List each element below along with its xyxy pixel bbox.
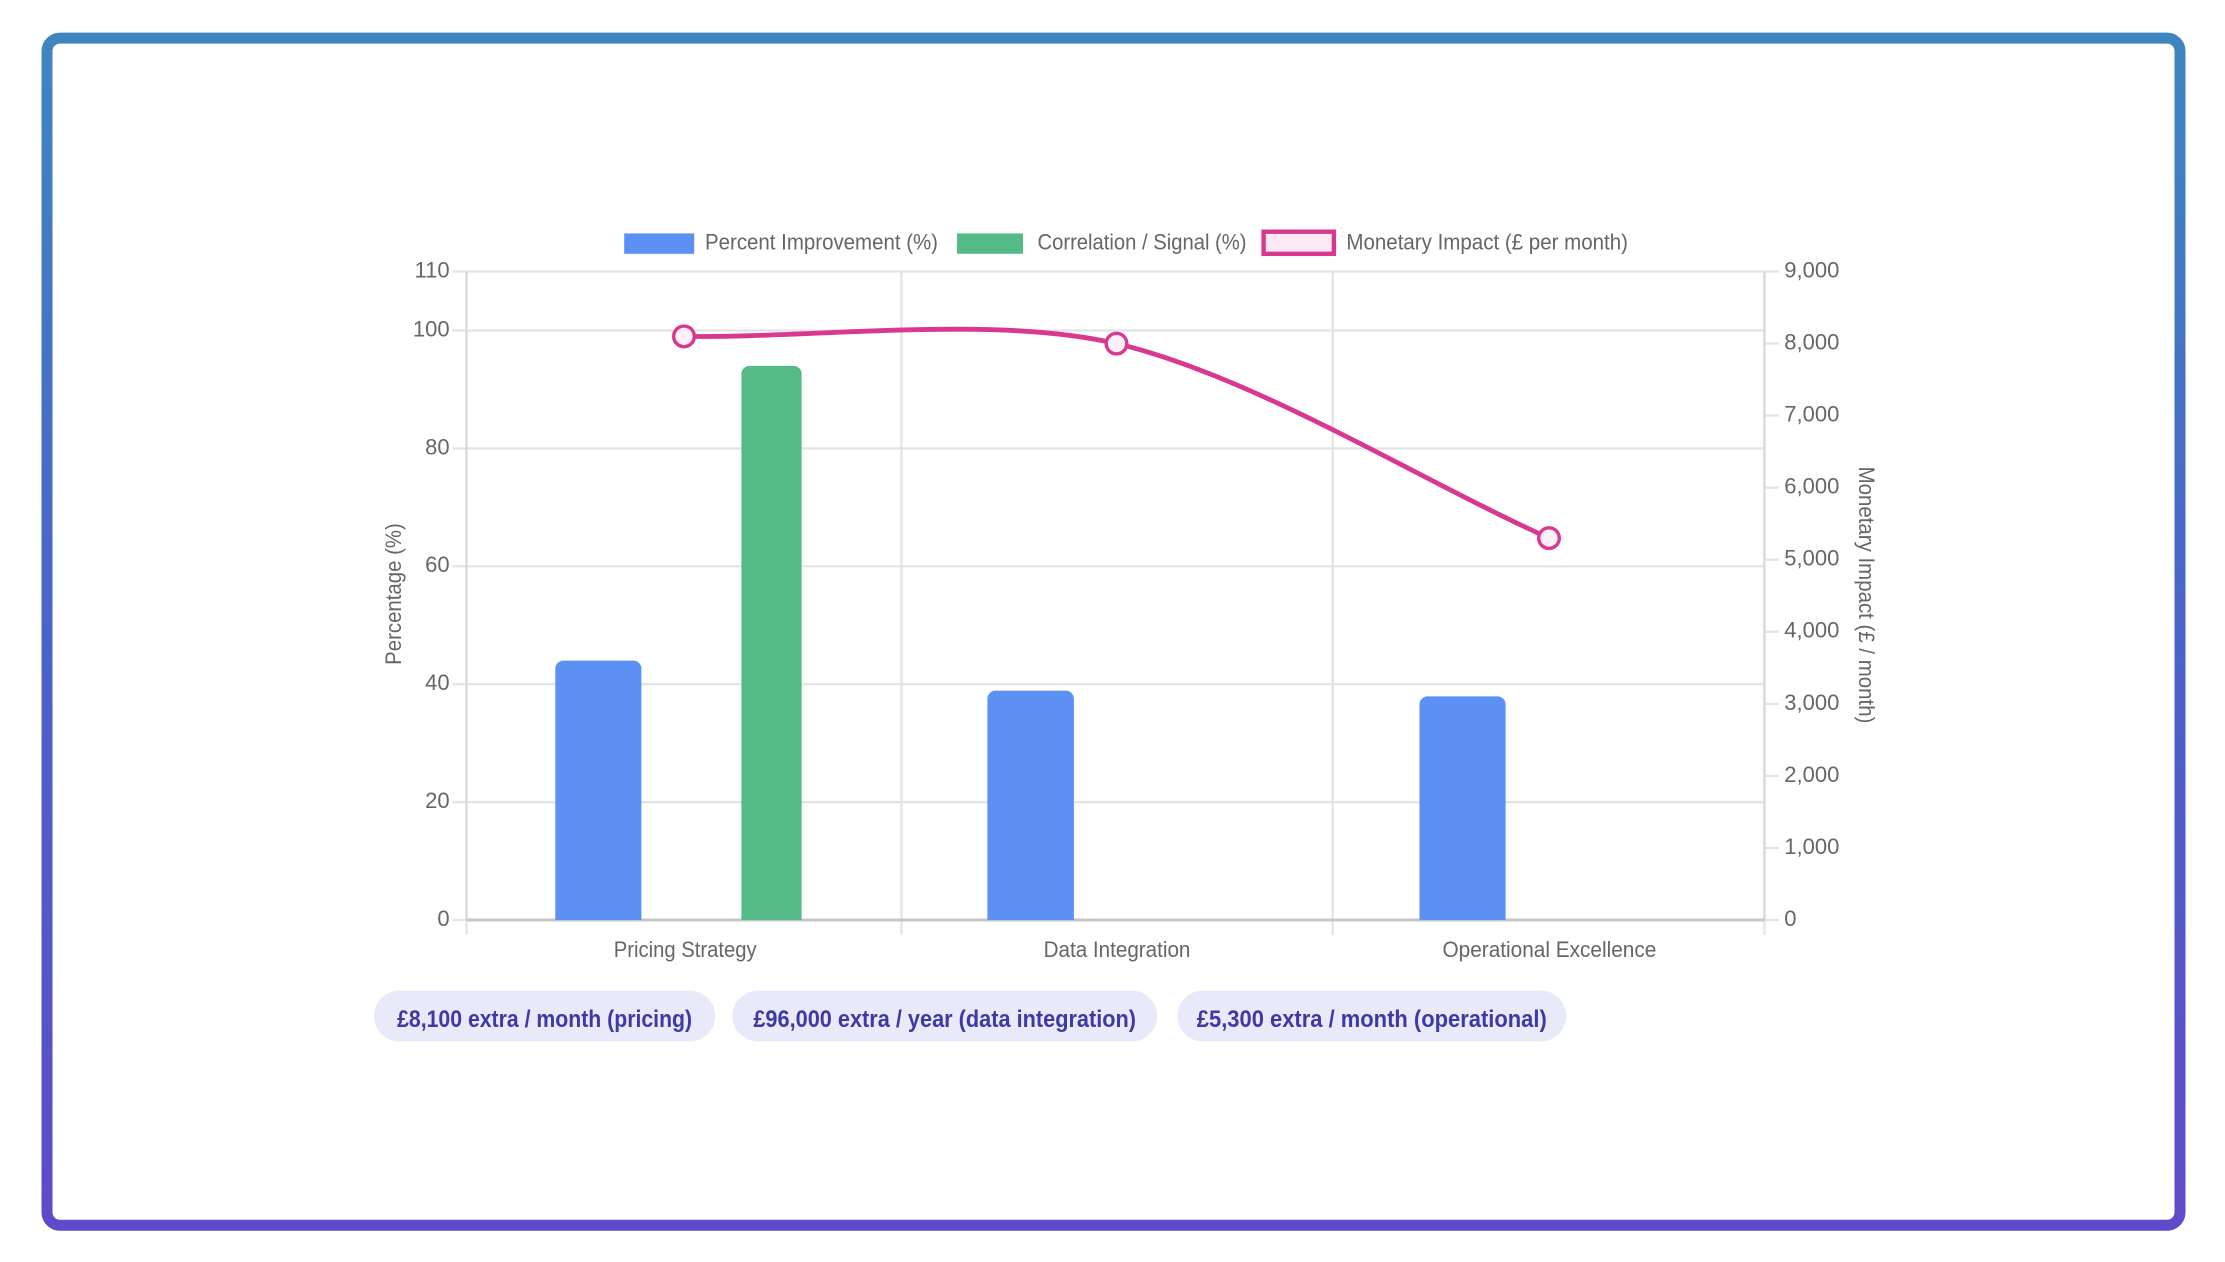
svg-text:7,000: 7,000 <box>1784 402 1839 427</box>
svg-text:6,000: 6,000 <box>1784 474 1839 499</box>
svg-text:100: 100 <box>413 316 450 341</box>
svg-text:£8,100 extra / month (pricing): £8,100 extra / month (pricing) <box>397 1006 692 1033</box>
svg-text:4,000: 4,000 <box>1784 618 1839 643</box>
svg-text:2,000: 2,000 <box>1784 762 1839 787</box>
svg-text:3,000: 3,000 <box>1784 690 1839 715</box>
svg-text:Percent Improvement (%): Percent Improvement (%) <box>705 230 938 255</box>
svg-text:0: 0 <box>437 906 449 931</box>
svg-text:110: 110 <box>415 257 450 282</box>
svg-text:9,000: 9,000 <box>1784 257 1839 282</box>
svg-text:20: 20 <box>425 788 449 813</box>
svg-text:80: 80 <box>425 434 449 459</box>
svg-text:Percentage (%): Percentage (%) <box>381 523 406 665</box>
svg-text:40: 40 <box>425 670 449 695</box>
svg-text:Correlation / Signal (%): Correlation / Signal (%) <box>1038 230 1247 255</box>
svg-text:Data Integration: Data Integration <box>1044 937 1191 962</box>
svg-text:Pricing Strategy: Pricing Strategy <box>614 937 757 962</box>
svg-text:£96,000 extra / year (data int: £96,000 extra / year (data integration) <box>753 1006 1136 1033</box>
svg-text:Operational Excellence: Operational Excellence <box>1443 937 1657 962</box>
svg-text:0: 0 <box>1784 906 1796 931</box>
svg-text:1,000: 1,000 <box>1784 834 1839 859</box>
svg-text:8,000: 8,000 <box>1784 330 1839 355</box>
svg-text:60: 60 <box>425 552 449 577</box>
svg-text:5,000: 5,000 <box>1784 546 1839 571</box>
svg-text:Monetary Impact (£ per month): Monetary Impact (£ per month) <box>1346 230 1628 255</box>
svg-text:Monetary Impact (£ / month): Monetary Impact (£ / month) <box>1854 467 1879 724</box>
svg-text:£5,300 extra / month (operatio: £5,300 extra / month (operational) <box>1197 1006 1547 1033</box>
